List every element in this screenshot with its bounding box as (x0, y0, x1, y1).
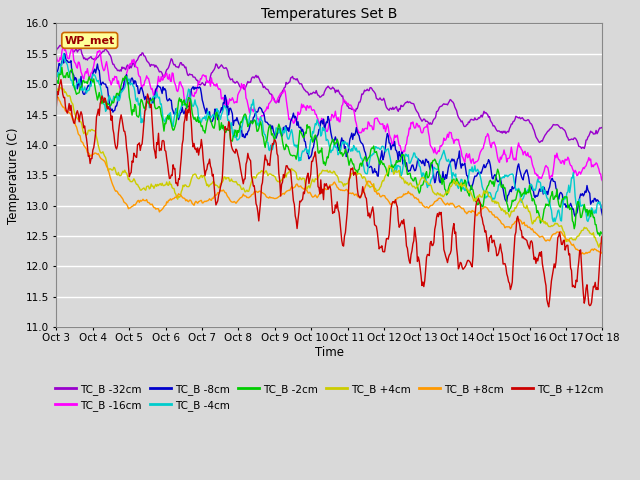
TC_B +4cm (52, 85, 60, 91)
TC_B -8cm (375, 161, 383, 167)
TC_B +12cm (194, 145, 202, 151)
TC_B -16cm (598, 178, 606, 184)
TC_B -16cm (418, 130, 426, 136)
TC_B -4cm (52, 74, 60, 80)
TC_B -4cm (598, 204, 606, 210)
TC_B -4cm (375, 145, 383, 151)
TC_B -2cm (194, 114, 202, 120)
TC_B +12cm (150, 145, 158, 151)
TC_B +8cm (193, 199, 200, 205)
TC_B +4cm (150, 185, 158, 191)
TC_B -4cm (150, 94, 158, 99)
X-axis label: Time: Time (315, 346, 344, 359)
TC_B -32cm (301, 87, 308, 93)
TC_B -16cm (375, 119, 383, 125)
TC_B -16cm (301, 104, 308, 110)
Line: TC_B +8cm: TC_B +8cm (56, 96, 602, 254)
TC_B -2cm (375, 160, 383, 166)
TC_B -8cm (598, 213, 606, 218)
TC_B +8cm (580, 251, 588, 257)
Line: TC_B +4cm: TC_B +4cm (56, 87, 602, 247)
TC_B +8cm (52, 94, 60, 99)
Legend: TC_B -32cm, TC_B -16cm, TC_B -8cm, TC_B -4cm, TC_B -2cm, TC_B +4cm, TC_B +8cm, T: TC_B -32cm, TC_B -16cm, TC_B -8cm, TC_B … (51, 380, 608, 415)
TC_B +8cm (464, 210, 472, 216)
TC_B +4cm (194, 175, 202, 181)
TC_B -16cm (150, 94, 158, 100)
TC_B +8cm (598, 251, 606, 256)
TC_B -4cm (194, 106, 202, 111)
TC_B -8cm (52, 69, 60, 74)
TC_B -4cm (465, 176, 472, 181)
TC_B -8cm (301, 138, 308, 144)
TC_B -32cm (375, 96, 383, 102)
TC_B -32cm (465, 119, 472, 125)
TC_B -2cm (598, 231, 606, 237)
TC_B +4cm (301, 176, 308, 181)
Line: TC_B -4cm: TC_B -4cm (56, 54, 602, 222)
TC_B -2cm (150, 97, 158, 103)
Line: TC_B -8cm: TC_B -8cm (56, 54, 602, 216)
TC_B +4cm (595, 244, 603, 250)
TC_B +8cm (300, 186, 307, 192)
TC_B -4cm (549, 219, 557, 225)
TC_B -4cm (60, 51, 68, 57)
Line: TC_B -2cm: TC_B -2cm (56, 67, 602, 236)
TC_B -32cm (418, 119, 426, 124)
TC_B -8cm (572, 214, 579, 219)
TC_B -32cm (580, 145, 588, 151)
TC_B -16cm (60, 44, 68, 50)
Line: TC_B -16cm: TC_B -16cm (56, 47, 602, 181)
TC_B -2cm (52, 78, 60, 84)
TC_B -8cm (150, 100, 158, 106)
TC_B -8cm (194, 84, 202, 90)
TC_B +8cm (149, 203, 157, 209)
Y-axis label: Temperature (C): Temperature (C) (7, 127, 20, 224)
TC_B +12cm (375, 246, 383, 252)
TC_B +4cm (375, 187, 383, 192)
Line: TC_B -32cm: TC_B -32cm (56, 40, 602, 148)
TC_B +12cm (301, 191, 308, 196)
TC_B +12cm (545, 304, 552, 310)
TC_B -32cm (150, 62, 158, 68)
TC_B -8cm (61, 51, 68, 57)
TC_B +12cm (57, 77, 65, 83)
TC_B -16cm (465, 154, 472, 160)
TC_B -4cm (301, 147, 308, 153)
TC_B +12cm (465, 257, 472, 263)
TC_B +8cm (417, 199, 425, 205)
Line: TC_B +12cm: TC_B +12cm (56, 80, 602, 307)
TC_B -2cm (418, 182, 426, 188)
TC_B -32cm (598, 125, 606, 131)
TC_B +8cm (374, 190, 382, 196)
TC_B +4cm (598, 240, 606, 246)
TC_B +4cm (465, 188, 472, 194)
TC_B -32cm (194, 77, 202, 83)
TC_B -16cm (194, 83, 202, 88)
TC_B -8cm (418, 161, 426, 167)
TC_B -2cm (465, 191, 472, 196)
TC_B -16cm (52, 54, 60, 60)
TC_B -2cm (58, 64, 66, 70)
TC_B -8cm (465, 179, 472, 185)
TC_B +12cm (418, 283, 426, 288)
TC_B -4cm (418, 175, 426, 181)
Text: WP_met: WP_met (65, 35, 115, 46)
Title: Temperatures Set B: Temperatures Set B (261, 7, 397, 21)
TC_B -32cm (63, 37, 71, 43)
TC_B +12cm (52, 103, 60, 109)
TC_B -2cm (596, 233, 604, 239)
TC_B -32cm (52, 48, 60, 53)
TC_B +4cm (418, 175, 426, 180)
TC_B +4cm (57, 84, 65, 90)
TC_B -2cm (301, 133, 308, 139)
TC_B +12cm (598, 233, 606, 239)
